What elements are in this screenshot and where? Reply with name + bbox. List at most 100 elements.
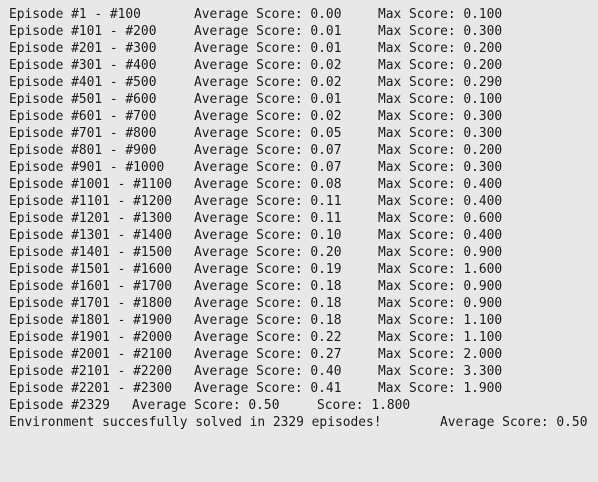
max-score: Max Score: 0.400	[378, 177, 503, 192]
max-score: Max Score: 0.290	[378, 75, 503, 90]
log-row: Episode #1301 - #1400 Average Score: 0.10…	[9, 227, 598, 244]
average-score: Average Score: 0.41	[194, 381, 342, 396]
average-score: Average Score: 0.01	[194, 41, 342, 56]
average-score: Average Score: 0.05	[194, 126, 342, 141]
terminal-output: Episode #1 - #100 Average Score: 0.00 Max …	[9, 6, 598, 431]
log-row: Episode #701 - #800 Average Score: 0.05 Ma…	[9, 125, 598, 142]
log-row: Episode #2001 - #2100 Average Score: 0.27…	[9, 346, 598, 363]
max-score: Max Score: 0.400	[378, 194, 503, 209]
average-score: Average Score: 0.18	[194, 296, 342, 311]
average-score: Average Score: 0.01	[194, 92, 342, 107]
average-score: Average Score: 0.02	[194, 75, 342, 90]
max-score: Max Score: 1.600	[378, 262, 503, 277]
max-score: Max Score: 3.300	[378, 364, 503, 379]
average-score: Average Score: 0.19	[194, 262, 342, 277]
log-row: Episode #1801 - #1900 Average Score: 0.18…	[9, 312, 598, 329]
log-row: Episode #1501 - #1600 Average Score: 0.19…	[9, 261, 598, 278]
max-score: Max Score: 1.100	[378, 330, 503, 345]
episode-range: Episode #1 - #100	[9, 7, 141, 22]
solved-average-score: Average Score: 0.50	[440, 415, 588, 430]
average-score: Average Score: 0.02	[194, 58, 342, 73]
final-average-score: Average Score: 0.50	[132, 398, 280, 413]
final-score: Score: 1.800	[317, 398, 411, 413]
log-row: Episode #1601 - #1700 Average Score: 0.18…	[9, 278, 598, 295]
episode-range: Episode #1001 - #1100	[9, 177, 172, 192]
average-score: Average Score: 0.01	[194, 24, 342, 39]
episode-range: Episode #301 - #400	[9, 58, 157, 73]
max-score: Max Score: 0.900	[378, 245, 503, 260]
max-score: Max Score: 0.300	[378, 126, 503, 141]
log-row: Episode #201 - #300 Average Score: 0.01 Ma…	[9, 40, 598, 57]
max-score: Max Score: 0.600	[378, 211, 503, 226]
episode-range: Episode #901 - #1000	[9, 160, 165, 175]
average-score: Average Score: 0.18	[194, 279, 342, 294]
average-score: Average Score: 0.11	[194, 194, 342, 209]
max-score: Max Score: 0.200	[378, 58, 503, 73]
episode-range: Episode #101 - #200	[9, 24, 157, 39]
final-episode-line: Episode #2329 Average Score: 0.50 Score:…	[9, 397, 598, 414]
max-score: Max Score: 0.300	[378, 160, 503, 175]
episode-range: Episode #1401 - #1500	[9, 245, 172, 260]
log-row: Episode #1 - #100 Average Score: 0.00 Max …	[9, 6, 598, 23]
log-row: Episode #2201 - #2300 Average Score: 0.41…	[9, 380, 598, 397]
log-row: Episode #301 - #400 Average Score: 0.02 Ma…	[9, 57, 598, 74]
log-row: Episode #2101 - #2200 Average Score: 0.40…	[9, 363, 598, 380]
average-score: Average Score: 0.10	[194, 228, 342, 243]
solved-message-line: Environment succesfully solved in 2329 e…	[9, 414, 598, 431]
episode-range: Episode #501 - #600	[9, 92, 157, 107]
log-row: Episode #501 - #600 Average Score: 0.01 Ma…	[9, 91, 598, 108]
log-row: Episode #401 - #500 Average Score: 0.02 Ma…	[9, 74, 598, 91]
training-log: Episode #1 - #100 Average Score: 0.00 Max …	[9, 6, 598, 397]
average-score: Average Score: 0.22	[194, 330, 342, 345]
log-row: Episode #1101 - #1200 Average Score: 0.11…	[9, 193, 598, 210]
solved-message: Environment succesfully solved in 2329 e…	[9, 415, 382, 430]
average-score: Average Score: 0.40	[194, 364, 342, 379]
episode-range: Episode #1201 - #1300	[9, 211, 172, 226]
episode-range: Episode #1901 - #2000	[9, 330, 172, 345]
max-score: Max Score: 0.300	[378, 24, 503, 39]
episode-range: Episode #2101 - #2200	[9, 364, 172, 379]
average-score: Average Score: 0.18	[194, 313, 342, 328]
max-score: Max Score: 2.000	[378, 347, 503, 362]
episode-range: Episode #1701 - #1800	[9, 296, 172, 311]
log-row: Episode #1201 - #1300 Average Score: 0.11…	[9, 210, 598, 227]
episode-range: Episode #701 - #800	[9, 126, 157, 141]
average-score: Average Score: 0.20	[194, 245, 342, 260]
episode-range: Episode #2201 - #2300	[9, 381, 172, 396]
episode-range: Episode #401 - #500	[9, 75, 157, 90]
average-score: Average Score: 0.27	[194, 347, 342, 362]
episode-range: Episode #1801 - #1900	[9, 313, 172, 328]
max-score: Max Score: 0.200	[378, 143, 503, 158]
max-score: Max Score: 1.900	[378, 381, 503, 396]
log-row: Episode #801 - #900 Average Score: 0.07 Ma…	[9, 142, 598, 159]
log-row: Episode #601 - #700 Average Score: 0.02 Ma…	[9, 108, 598, 125]
average-score: Average Score: 0.00	[194, 7, 342, 22]
log-row: Episode #1001 - #1100 Average Score: 0.08…	[9, 176, 598, 193]
average-score: Average Score: 0.08	[194, 177, 342, 192]
episode-range: Episode #801 - #900	[9, 143, 157, 158]
log-row: Episode #1401 - #1500 Average Score: 0.20…	[9, 244, 598, 261]
average-score: Average Score: 0.07	[194, 143, 342, 158]
max-score: Max Score: 1.100	[378, 313, 503, 328]
log-row: Episode #1701 - #1800 Average Score: 0.18…	[9, 295, 598, 312]
max-score: Max Score: 0.100	[378, 7, 503, 22]
max-score: Max Score: 0.400	[378, 228, 503, 243]
episode-range: Episode #1601 - #1700	[9, 279, 172, 294]
average-score: Average Score: 0.07	[194, 160, 342, 175]
episode-range: Episode #1301 - #1400	[9, 228, 172, 243]
episode-range: Episode #201 - #300	[9, 41, 157, 56]
average-score: Average Score: 0.11	[194, 211, 342, 226]
log-row: Episode #901 - #1000 Average Score: 0.07 M…	[9, 159, 598, 176]
final-episode-label: Episode #2329	[9, 398, 110, 413]
max-score: Max Score: 0.100	[378, 92, 503, 107]
average-score: Average Score: 0.02	[194, 109, 342, 124]
max-score: Max Score: 0.900	[378, 296, 503, 311]
max-score: Max Score: 0.900	[378, 279, 503, 294]
max-score: Max Score: 0.200	[378, 41, 503, 56]
episode-range: Episode #2001 - #2100	[9, 347, 172, 362]
log-row: Episode #1901 - #2000 Average Score: 0.22…	[9, 329, 598, 346]
episode-range: Episode #1501 - #1600	[9, 262, 172, 277]
log-row: Episode #101 - #200 Average Score: 0.01 Ma…	[9, 23, 598, 40]
episode-range: Episode #1101 - #1200	[9, 194, 172, 209]
episode-range: Episode #601 - #700	[9, 109, 157, 124]
